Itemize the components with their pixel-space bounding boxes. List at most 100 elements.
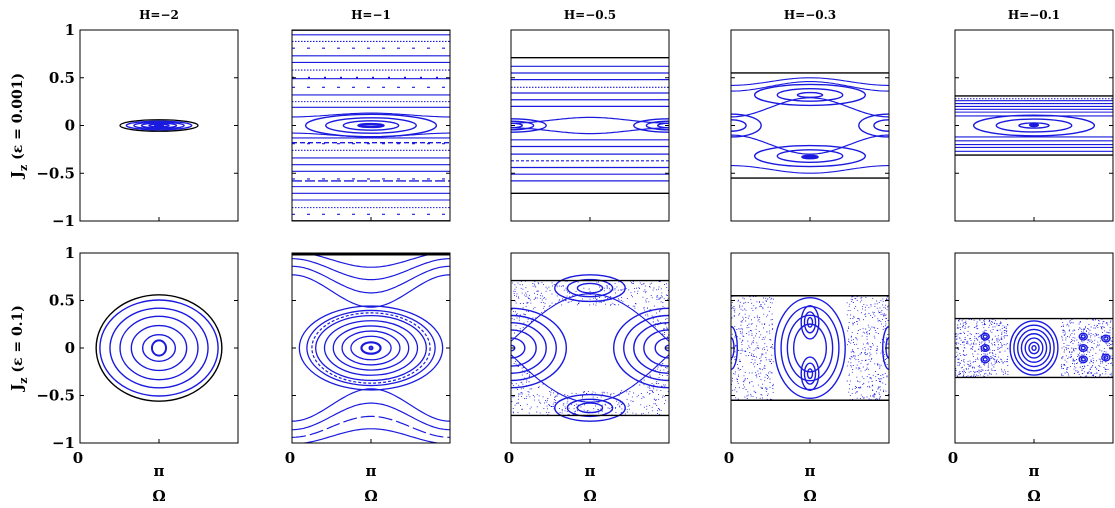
orbit-curve xyxy=(109,307,209,389)
orbit-curve xyxy=(1020,333,1048,363)
orbit-curve xyxy=(292,402,450,431)
y-tick-label: 0 xyxy=(65,339,75,357)
orbit-curve xyxy=(298,305,444,391)
orbit-curve xyxy=(1080,334,1086,339)
orbit-curve xyxy=(511,307,568,389)
orbit-curve xyxy=(292,265,450,294)
orbit-curve xyxy=(125,120,193,131)
y-axis-label: Jz (ε = 0.1) xyxy=(8,305,30,393)
orbit-curve xyxy=(801,154,819,160)
panel-1-1 xyxy=(291,252,451,444)
orbit-curve xyxy=(731,113,762,138)
y-tick-label: 1 xyxy=(65,21,75,39)
panel-title: H=−0.1 xyxy=(1008,8,1060,22)
orbit-curve xyxy=(342,120,400,131)
orbit-curve xyxy=(292,274,450,308)
x-axis-label: Ω xyxy=(364,487,377,505)
orbit-curve xyxy=(1103,355,1109,360)
orbit-curve xyxy=(292,415,450,438)
orbit-curve xyxy=(566,398,614,418)
orbit-curve xyxy=(299,253,443,268)
orbit-curve xyxy=(731,134,889,155)
orbit-curve xyxy=(776,149,844,163)
orbit-curve xyxy=(980,355,990,364)
orbit-curve xyxy=(1078,343,1088,353)
panel-4-0 xyxy=(954,29,1114,222)
orbit-curve xyxy=(982,345,988,351)
orbit-curve xyxy=(130,324,188,372)
y-tick-label: 0.5 xyxy=(49,292,75,310)
axes-frame xyxy=(79,252,239,444)
chaotic-points xyxy=(955,318,1113,378)
orbit-curve xyxy=(357,122,385,129)
orbit-curve xyxy=(776,88,844,102)
panel-2-1 xyxy=(510,252,670,444)
x-axis-label: Ω xyxy=(583,487,596,505)
chaotic-points xyxy=(731,295,889,401)
orbit-curve xyxy=(1016,328,1052,368)
orbit-curve xyxy=(341,330,401,366)
orbit-curve xyxy=(792,323,828,373)
orbit-curve xyxy=(982,334,988,339)
x-tick-label: π xyxy=(805,462,816,480)
orbit-curve xyxy=(1024,337,1044,359)
orbit-curve xyxy=(803,362,817,385)
orbit-curve xyxy=(511,337,526,359)
orbit-curve xyxy=(731,77,889,86)
axes-frame xyxy=(510,29,670,222)
panel-0-1 xyxy=(79,252,239,444)
orbit-curve xyxy=(325,117,417,134)
orbit-curve xyxy=(980,343,990,353)
orbit-curve xyxy=(731,81,889,92)
orbit-curve xyxy=(1080,345,1086,351)
panel-3-0 xyxy=(730,29,890,222)
orbit-curve xyxy=(323,320,419,376)
y-tick-label: −0.5 xyxy=(36,164,75,182)
energy-boundary xyxy=(95,294,223,402)
orbit-curve xyxy=(995,118,1073,133)
orbit-curve xyxy=(311,312,431,384)
orbit-curve xyxy=(982,357,988,362)
orbit-curve xyxy=(1031,345,1037,351)
orbit-curve xyxy=(972,114,1096,137)
orbit-curve xyxy=(299,428,443,443)
orbit-curve xyxy=(360,341,382,355)
orbit-curve xyxy=(368,345,374,351)
orbit-curve xyxy=(806,316,814,328)
panel-1-0 xyxy=(291,29,451,222)
orbit-curve xyxy=(731,325,738,371)
x-tick-label: π xyxy=(585,462,596,480)
axes-frame xyxy=(291,29,451,222)
x-tick-label: 0 xyxy=(724,449,734,467)
orbit-curve xyxy=(1078,332,1088,341)
panel-title: H=−0.3 xyxy=(784,8,836,22)
panel-title: H=−0.5 xyxy=(564,8,616,22)
orbit-curve xyxy=(150,339,168,357)
x-tick-label: 0 xyxy=(504,449,514,467)
panel-title: H=−2 xyxy=(139,8,179,22)
orbit-curve xyxy=(119,315,199,381)
orbit-curve xyxy=(99,299,219,397)
orbit-curve xyxy=(511,293,669,342)
orbit-curve xyxy=(576,402,604,414)
panel-0-0 xyxy=(79,29,239,222)
orbit-curve xyxy=(1009,320,1059,376)
orbit-curve xyxy=(141,334,177,362)
panel-title: H=−1 xyxy=(351,8,391,22)
y-tick-label: −0.5 xyxy=(36,387,75,405)
axes-frame xyxy=(730,29,890,222)
orbit-curve xyxy=(753,144,867,168)
orbit-curve xyxy=(306,309,436,387)
orbit-curve xyxy=(753,83,867,107)
x-tick-label: π xyxy=(1029,462,1040,480)
orbit-curve xyxy=(554,393,626,422)
orbit-curve xyxy=(1013,324,1055,372)
orbit-curve xyxy=(566,278,614,298)
orbit-curve xyxy=(140,122,178,129)
orbit-curve xyxy=(1080,357,1086,362)
orbit-curve xyxy=(1028,122,1040,128)
y-tick-label: −1 xyxy=(52,434,75,452)
orbit-curve xyxy=(576,282,604,294)
orbit-curve xyxy=(153,123,165,128)
